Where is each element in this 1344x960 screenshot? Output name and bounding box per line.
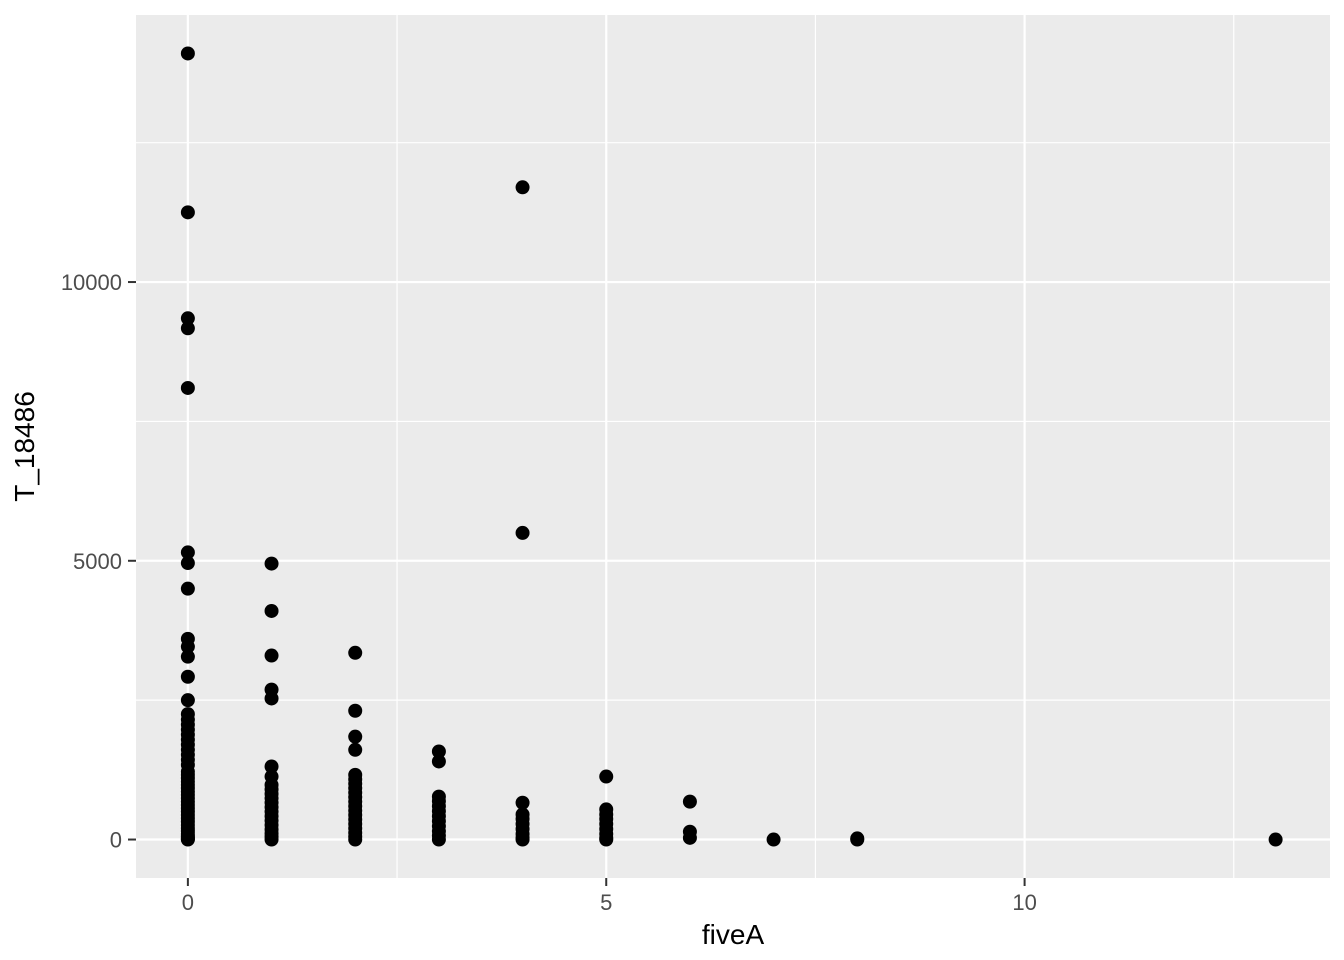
data-point (682, 830, 697, 845)
data-point (264, 759, 279, 774)
y-tick-label: 10000 (61, 270, 122, 295)
data-point (348, 703, 363, 718)
y-axis-title: T_18486 (9, 391, 40, 502)
tick-labels: 0 5 10 0 5000 10000 (61, 270, 1037, 915)
minor-gridlines (136, 15, 1330, 878)
data-point (180, 46, 195, 61)
y-tick-label: 0 (110, 828, 122, 853)
data-point (348, 742, 363, 757)
major-gridlines (136, 15, 1330, 878)
x-tick-label: 0 (182, 890, 194, 915)
data-point (180, 321, 195, 336)
plot-panel (136, 15, 1330, 878)
data-point (180, 832, 195, 847)
data-point (264, 648, 279, 663)
y-tick-label: 5000 (73, 549, 122, 574)
data-point (180, 649, 195, 664)
data-point (264, 691, 279, 706)
data-point (515, 525, 530, 540)
data-point (180, 669, 195, 684)
data-point (515, 795, 530, 810)
data-point (180, 581, 195, 596)
data-point (766, 832, 781, 847)
data-point (348, 645, 363, 660)
data-point (431, 754, 446, 769)
data-point (431, 832, 446, 847)
data-point (348, 729, 363, 744)
x-axis-title: fiveA (702, 919, 765, 950)
data-point (180, 693, 195, 708)
data-point (1268, 832, 1283, 847)
data-point (180, 556, 195, 571)
axis-ticks (128, 281, 1026, 886)
data-point (682, 794, 697, 809)
points-layer (180, 46, 1283, 847)
data-point (180, 639, 195, 654)
data-point (599, 832, 614, 847)
data-point (431, 744, 446, 759)
x-tick-label: 5 (600, 890, 612, 915)
data-point (180, 380, 195, 395)
data-point (348, 832, 363, 847)
data-point (180, 311, 195, 326)
x-tick-label: 10 (1012, 890, 1036, 915)
data-point (180, 205, 195, 220)
data-point (264, 556, 279, 571)
data-point (515, 832, 530, 847)
data-point (180, 545, 195, 560)
data-point (264, 603, 279, 618)
data-point (264, 832, 279, 847)
data-point (599, 769, 614, 784)
data-point (515, 180, 530, 195)
data-point (850, 832, 865, 847)
